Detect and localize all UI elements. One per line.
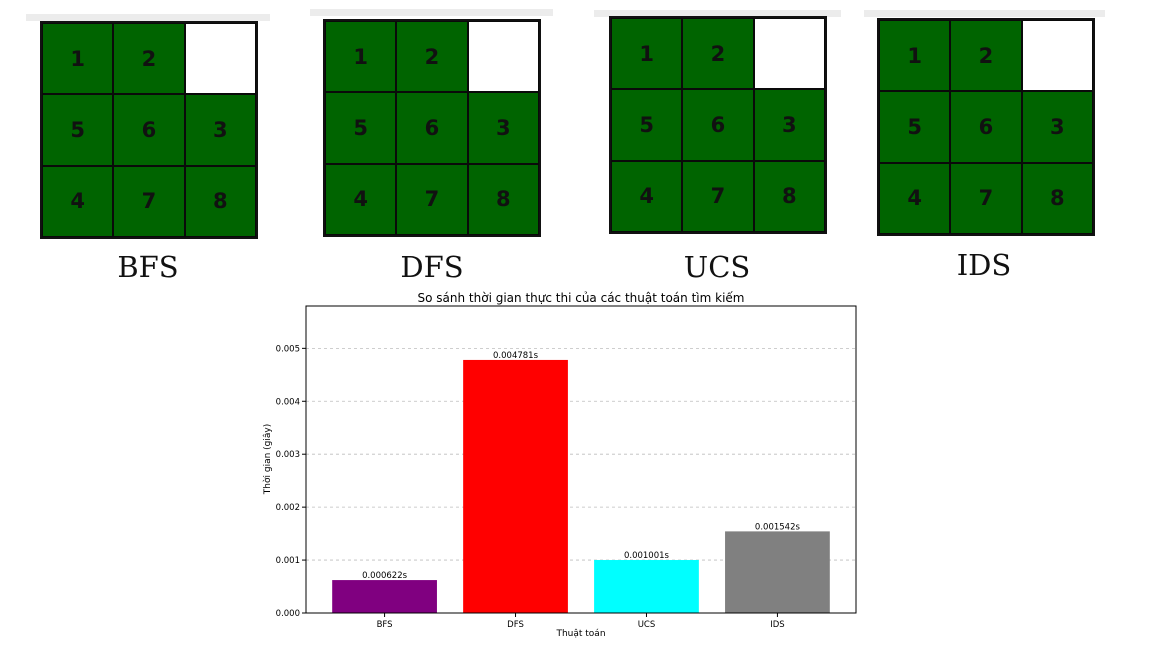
puzzle-tile: 2 (682, 18, 754, 90)
puzzle-tile: 1 (42, 23, 114, 95)
puzzle-tile: 6 (950, 91, 1022, 163)
bar-ids (725, 531, 830, 613)
execution-time-bar-chart: So sánh thời gian thực thi của các thuật… (262, 291, 857, 639)
y-tick-label: 0.003 (276, 450, 300, 460)
puzzle-tile: 4 (879, 162, 951, 234)
y-tick-label: 0.001 (276, 556, 300, 566)
puzzle-tile: 8 (184, 165, 256, 237)
puzzle-tile: 8 (753, 160, 825, 232)
puzzle-tile: 7 (950, 162, 1022, 234)
plot-frame (305, 305, 857, 614)
puzzle-tile: 1 (879, 20, 951, 92)
puzzle-tile: 3 (184, 94, 256, 166)
puzzle-blank-tile (753, 18, 825, 90)
puzzle-tile: 5 (325, 92, 397, 164)
x-axis-label: Thuật toán (555, 629, 605, 639)
board-bfs-top-strip (26, 14, 270, 21)
bar-ucs (594, 560, 699, 613)
puzzle-tile: 4 (611, 160, 683, 232)
puzzle-tile: 6 (113, 94, 185, 166)
board-label-ids: IDS (956, 248, 1012, 282)
puzzle-blank-tile (1021, 20, 1093, 92)
puzzle-tile: 5 (879, 91, 951, 163)
bar-value-label: 0.001542s (755, 522, 801, 532)
puzzle-tile: 4 (325, 163, 397, 235)
y-tick-label: 0.005 (276, 344, 300, 354)
puzzle-tile: 6 (396, 92, 468, 164)
puzzle-tile: 2 (396, 21, 468, 93)
board-dfs-top-strip (310, 9, 553, 16)
y-tick-label: 0.002 (276, 503, 300, 513)
bar-value-label: 0.004781s (493, 351, 539, 361)
x-tick-label: UCS (638, 620, 656, 630)
bar-value-label: 0.000622s (362, 571, 408, 581)
puzzle-blank-tile (467, 21, 539, 93)
puzzle-tile: 2 (950, 20, 1022, 92)
puzzle-tile: 8 (1021, 162, 1093, 234)
puzzle-tile: 7 (113, 165, 185, 237)
puzzle-tile: 8 (467, 163, 539, 235)
y-tick-label: 0.000 (276, 609, 300, 619)
y-tick-label: 0.004 (276, 397, 300, 407)
bar-dfs (463, 359, 568, 613)
board-label-dfs: DFS (400, 250, 464, 284)
puzzle-tile: 1 (325, 21, 397, 93)
y-axis-label: Thời gian (giây) (262, 424, 273, 495)
board-label-ucs: UCS (683, 250, 751, 284)
board-ids-top-strip (864, 10, 1105, 17)
chart-title: So sánh thời gian thực thi của các thuật… (418, 291, 745, 305)
x-tick-label: BFS (377, 620, 393, 630)
puzzle-tile: 4 (42, 165, 114, 237)
puzzle-tile: 6 (682, 89, 754, 161)
board-label-bfs: BFS (117, 250, 179, 284)
puzzle-blank-tile (184, 23, 256, 95)
puzzle-tile: 3 (467, 92, 539, 164)
puzzle-tile: 3 (1021, 91, 1093, 163)
x-tick-label: IDS (770, 620, 784, 630)
bar-bfs (332, 580, 437, 613)
puzzle-tile: 7 (682, 160, 754, 232)
puzzle-tile: 5 (42, 94, 114, 166)
bar-value-label: 0.001001s (624, 551, 670, 561)
board-ucs-top-strip (594, 10, 841, 17)
puzzle-tile: 7 (396, 163, 468, 235)
puzzle-tile: 1 (611, 18, 683, 90)
puzzle-tile: 3 (753, 89, 825, 161)
puzzle-tile: 2 (113, 23, 185, 95)
puzzle-tile: 5 (611, 89, 683, 161)
x-tick-label: DFS (507, 620, 524, 630)
